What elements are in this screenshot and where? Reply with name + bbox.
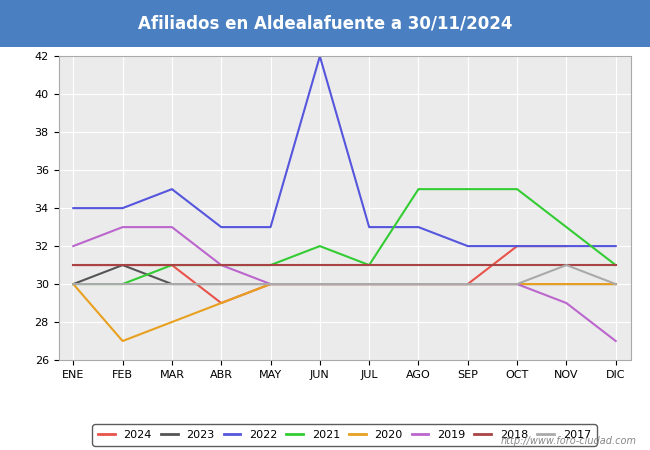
Text: Afiliados en Aldealafuente a 30/11/2024: Afiliados en Aldealafuente a 30/11/2024 (138, 14, 512, 33)
Text: http://www.foro-ciudad.com: http://www.foro-ciudad.com (501, 436, 637, 446)
Legend: 2024, 2023, 2022, 2021, 2020, 2019, 2018, 2017: 2024, 2023, 2022, 2021, 2020, 2019, 2018… (92, 424, 597, 446)
